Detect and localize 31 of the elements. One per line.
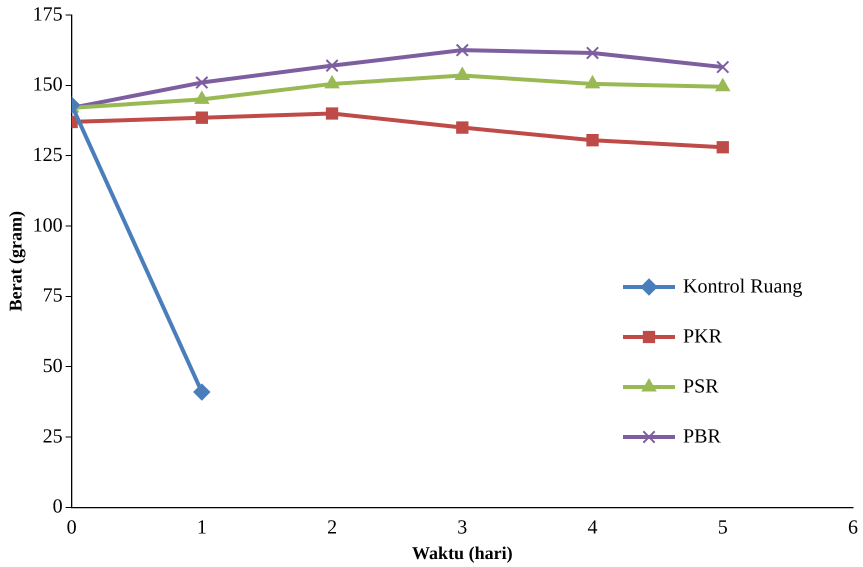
legend-label: Kontrol Ruang	[683, 275, 802, 298]
x-tick-label: 2	[327, 516, 338, 539]
y-tick-label: 100	[32, 214, 63, 236]
point	[456, 121, 468, 134]
x-tick-label: 6	[848, 516, 858, 539]
legend-label: PKR	[683, 325, 723, 348]
y-tick-label: 75	[42, 284, 63, 307]
point	[716, 60, 730, 74]
y-tick-label: 175	[32, 3, 63, 26]
point	[456, 44, 469, 57]
point	[586, 134, 599, 146]
point	[325, 58, 339, 72]
legend-label: PBR	[683, 425, 722, 448]
x-tick-label: 5	[718, 516, 728, 539]
point	[326, 107, 338, 120]
x-tick-label: 1	[196, 516, 207, 539]
y-tick-label: 125	[32, 144, 63, 166]
point	[195, 76, 208, 90]
y-tick-label: 150	[32, 74, 63, 96]
x-axis-title: Waktu (hari)	[412, 542, 513, 563]
y-axis-title: Berat (gram)	[5, 210, 26, 312]
y-tick-label: 0	[52, 496, 63, 518]
x-tick-label: 0	[66, 516, 77, 539]
y-tick-label: 50	[42, 354, 63, 377]
point	[716, 141, 729, 154]
legend-label: PSR	[683, 375, 720, 398]
point	[586, 46, 600, 60]
point	[196, 112, 208, 124]
y-tick-label: 25	[42, 425, 63, 448]
x-tick-label: 3	[457, 516, 468, 539]
x-tick-label: 4	[588, 516, 598, 539]
